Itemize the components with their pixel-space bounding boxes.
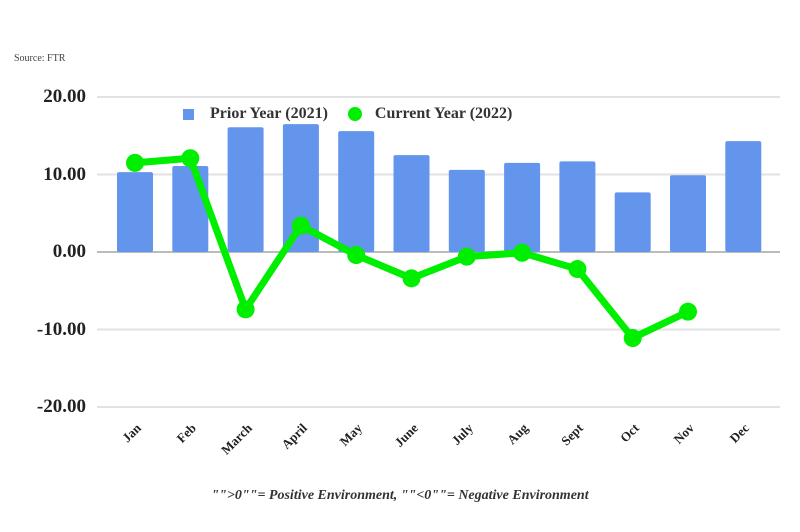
bar	[117, 172, 153, 252]
y-tick-label: 0.00	[52, 241, 86, 262]
line-point	[126, 153, 144, 172]
bar	[338, 131, 375, 252]
line-point	[347, 246, 366, 265]
bar	[172, 165, 209, 252]
bar	[448, 169, 485, 252]
line-point	[457, 247, 476, 266]
bar	[725, 141, 762, 252]
line-point	[291, 216, 310, 235]
bar	[227, 127, 264, 252]
bar	[393, 155, 430, 252]
footnote: "">0""= Positive Environment, ""<0""= Ne…	[211, 488, 589, 503]
line-point	[513, 243, 532, 262]
line-point	[679, 302, 697, 321]
line-point	[181, 149, 200, 168]
bar	[504, 162, 541, 252]
legend-current-year: Current Year (2022)	[374, 105, 513, 122]
legend-bar-swatch	[183, 108, 194, 120]
bar	[559, 161, 596, 252]
legend-line-marker	[347, 107, 362, 121]
y-tick-label: -10.00	[36, 318, 86, 340]
y-tick-label: -20.00	[36, 396, 86, 417]
legend-prior-year: Prior Year (2021)	[210, 105, 328, 122]
line-point	[623, 329, 642, 348]
line-point	[236, 300, 255, 319]
y-tick-label: 20.00	[43, 86, 86, 107]
line-point	[402, 269, 421, 288]
source-label: Source: FTR	[14, 53, 66, 64]
bar	[670, 175, 706, 252]
y-tick-label: 10.00	[43, 163, 86, 185]
bar	[614, 192, 651, 252]
bar	[282, 124, 319, 252]
legend: Prior Year (2021) Current Year (2022)	[183, 105, 512, 123]
line-point	[568, 260, 587, 279]
